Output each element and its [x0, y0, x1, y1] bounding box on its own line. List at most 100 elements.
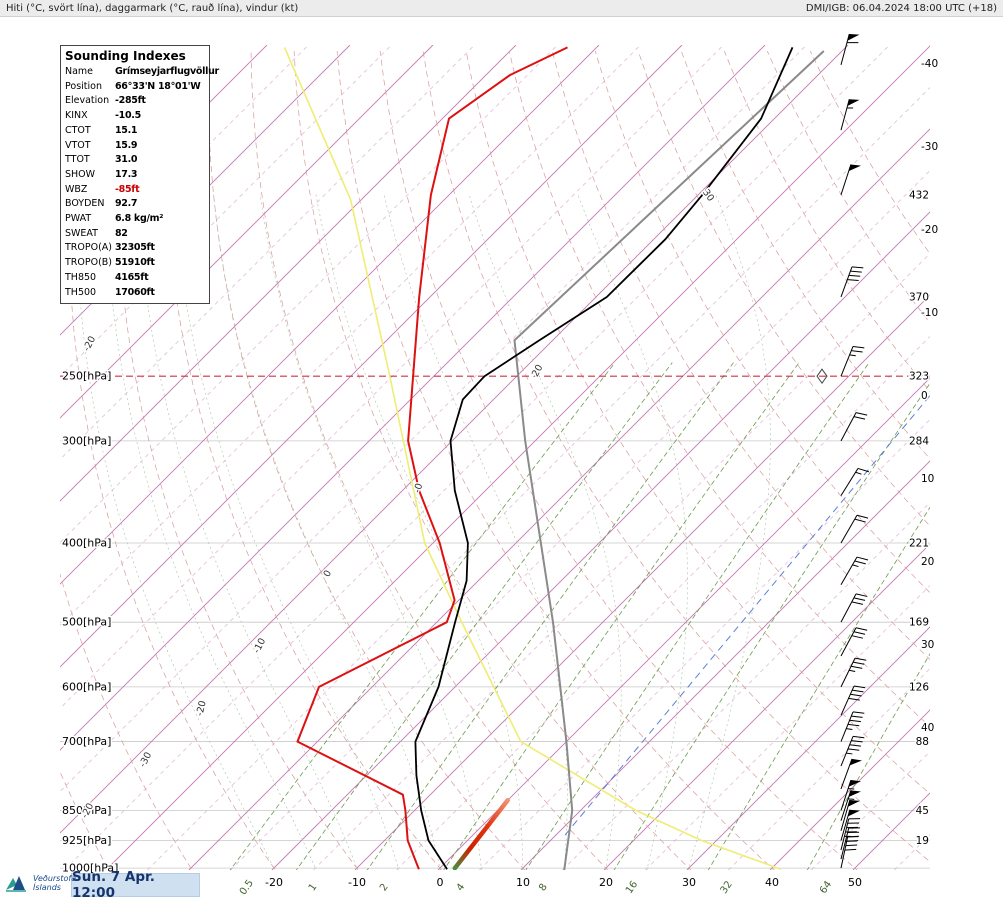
right-temp-label: -20 — [921, 224, 938, 236]
index-value: -10.5 — [115, 109, 141, 124]
isotherm-line — [936, 45, 1003, 870]
dry-adiabat-line — [595, 51, 1003, 886]
moist-adiabat-line — [578, 194, 688, 886]
height-axis-label: 432 — [909, 189, 929, 201]
dry-adiabat-line — [638, 51, 1003, 886]
mixing-ratio-label: 32 — [719, 879, 735, 896]
gridline-label: -0 — [412, 482, 425, 494]
dry-adiabat-line — [681, 51, 1003, 886]
mixing-ratio-label: 0.5 — [238, 878, 256, 897]
isotherm-line — [895, 45, 1003, 870]
index-value: 6.8 kg/m² — [115, 212, 163, 227]
height-axis-label: 88 — [916, 736, 929, 748]
dry-adiabat-line — [509, 51, 1003, 886]
index-label: PWAT — [65, 212, 115, 227]
indexes-title: Sounding Indexes — [61, 48, 209, 65]
gridline-label: -20 — [194, 700, 208, 718]
bottom-temp-label: 50 — [848, 876, 862, 889]
gridline-label: 30 — [700, 187, 716, 203]
bottom-temp-label: 40 — [765, 876, 779, 889]
index-label: Name — [65, 65, 115, 80]
yellow-reference-curve — [285, 47, 781, 869]
wind-barbs — [841, 34, 869, 868]
height-axis-label: 126 — [909, 681, 929, 693]
isotherm-line — [106, 45, 931, 870]
dry-adiabat-line — [294, 51, 707, 886]
pressure-axis-label: 700[hPa] — [62, 735, 111, 748]
chart-legend-text: Hiti (°C, svört lína), daggarmark (°C, r… — [6, 3, 298, 14]
index-value: 82 — [115, 227, 128, 242]
right-temp-label: 20 — [921, 556, 934, 568]
bottom-temp-label: 10 — [516, 876, 530, 889]
isotherm-line — [397, 45, 1003, 870]
header-bar: Hiti (°C, svört lína), daggarmark (°C, r… — [0, 0, 1003, 17]
index-label: KINX — [65, 109, 115, 124]
isotherm-line — [770, 45, 1003, 870]
isotherm-line — [563, 45, 1003, 870]
dry-adiabat-line — [552, 51, 1003, 886]
height-axis-label: 370 — [909, 291, 929, 303]
dry-adiabat-line — [767, 51, 1003, 886]
pressure-axis-label: 250[hPa] — [62, 370, 111, 383]
moist-adiabat-line — [469, 194, 621, 886]
index-label: Elevation — [65, 94, 115, 109]
index-row: Elevation-285ft — [61, 94, 209, 109]
right-temp-label: 30 — [921, 639, 934, 651]
bottom-temp-label: 20 — [599, 876, 613, 889]
index-label: TH500 — [65, 286, 115, 301]
mixing-ratio-label: 1 — [307, 882, 320, 894]
index-value: 92.7 — [115, 197, 137, 212]
isotherm-line — [604, 45, 1003, 870]
moist-adiabat-line — [213, 194, 443, 886]
met-office-logo-text: Veðurstofa Íslands — [33, 874, 76, 892]
height-axis-label: 19 — [916, 835, 929, 847]
right-temp-label: -30 — [921, 141, 938, 153]
pressure-axis-label: 300[hPa] — [62, 434, 111, 447]
index-label: BOYDEN — [65, 197, 115, 212]
index-value: 15.1 — [115, 124, 137, 139]
mixing-ratio-label: 2 — [378, 882, 391, 894]
index-label: SHOW — [65, 168, 115, 183]
met-office-logo-icon — [4, 872, 30, 894]
model-run-text: DMI/IGB: 06.04.2024 18:00 UTC (+18) — [806, 3, 997, 14]
logo-line-1: Veðurstofa — [33, 874, 76, 883]
index-label: WBZ — [65, 183, 115, 198]
isotherm-line — [812, 45, 1003, 870]
isotherm-line — [231, 45, 1003, 870]
gridline-label: 20 — [530, 363, 545, 379]
bottom-temp-label: 30 — [682, 876, 696, 889]
index-row: KINX-10.5 — [61, 109, 209, 124]
height-axis-label: 169 — [909, 617, 929, 629]
met-office-logo: Veðurstofa Íslands — [4, 872, 76, 894]
right-temp-label: -40 — [921, 58, 938, 70]
mixing-ratio-label: 4 — [455, 882, 468, 894]
bottom-temp-label: -10 — [348, 876, 366, 889]
index-label: TROPO(B) — [65, 256, 115, 271]
bottom-temp-label: -20 — [265, 876, 283, 889]
bottom-temp-label: 0 — [437, 876, 444, 889]
index-value: -285ft — [115, 94, 146, 109]
index-value: -85ft — [115, 183, 139, 198]
height-axis-label: 284 — [909, 435, 929, 447]
pressure-axis-label: 400[hPa] — [62, 536, 111, 549]
datetime-badge[interactable]: Sun. 7 Apr. 12:00 — [71, 873, 200, 897]
right-temp-label: 0 — [921, 390, 928, 402]
index-value: Grímseyjarflugvöllur — [115, 65, 219, 80]
index-label: TH850 — [65, 271, 115, 286]
index-label: TROPO(A) — [65, 241, 115, 256]
index-value: 51910ft — [115, 256, 155, 271]
index-value: 31.0 — [115, 153, 137, 168]
isotherm-line — [521, 45, 1003, 870]
isotherm-line — [189, 45, 1003, 870]
mixing-ratio-label: 64 — [818, 879, 834, 896]
index-row: TROPO(A)32305ft — [61, 241, 209, 256]
right-temp-label: 10 — [921, 473, 934, 485]
index-value: 17.3 — [115, 168, 137, 183]
